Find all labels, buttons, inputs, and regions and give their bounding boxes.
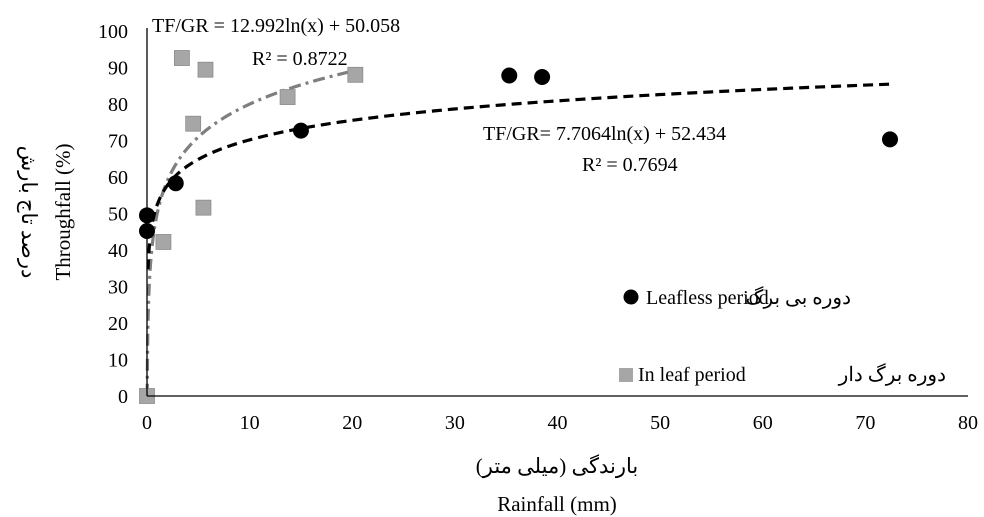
x-tick-label: 40 <box>548 412 568 434</box>
in-leaf-point <box>279 89 296 105</box>
leafless-point <box>534 68 551 85</box>
in-leaf-point <box>185 115 202 132</box>
y-tick-label: 10 <box>108 350 128 372</box>
leafless-point <box>882 131 899 148</box>
leafless-trendline <box>146 82 891 270</box>
in-leaf-r2: R² = 0.8722 <box>252 48 348 70</box>
y-axis-title-fa: درصد تاج بارش <box>16 146 41 279</box>
x-tick-label: 60 <box>753 412 773 434</box>
in-leaf-point <box>195 199 212 216</box>
y-tick-label: 100 <box>98 21 128 43</box>
in-leaf-trendline <box>145 68 356 396</box>
leafless-equation: TF/GR= 7.7064ln(x) + 52.434 <box>483 123 726 145</box>
in-leaf-point <box>197 61 214 78</box>
x-tick-label: 80 <box>958 412 978 434</box>
leafless-r2: R² = 0.7694 <box>582 154 678 176</box>
x-tick-labels: 0 10 20 30 40 50 60 70 80 <box>142 412 978 434</box>
y-tick-labels: 0 10 20 30 40 50 60 70 80 90 100 <box>98 21 128 408</box>
legend-in-leaf-marker <box>619 368 633 382</box>
y-tick-label: 0 <box>118 386 128 408</box>
x-axis-title-fa: بارندگی (میلی متر) <box>476 454 638 479</box>
y-tick-label: 90 <box>108 58 128 80</box>
in-leaf-point <box>347 66 364 83</box>
y-tick-label: 80 <box>108 94 128 116</box>
legend-in-leaf-label-en: In leaf period <box>638 364 746 386</box>
legend-in-leaf-label-fa: دوره برگ دار <box>838 363 946 386</box>
leafless-point <box>501 67 518 84</box>
in-leaf-equation: TF/GR = 12.992ln(x) + 50.058 <box>152 15 400 37</box>
x-tick-label: 10 <box>240 412 260 434</box>
y-tick-label: 20 <box>108 313 128 335</box>
x-tick-label: 30 <box>445 412 465 434</box>
y-tick-label: 40 <box>108 240 128 262</box>
y-tick-label: 70 <box>108 131 128 153</box>
leafless-point <box>292 122 309 139</box>
y-tick-label: 30 <box>108 277 128 299</box>
data-markers <box>139 50 899 404</box>
in-leaf-point <box>173 50 190 66</box>
y-tick-label: 60 <box>108 167 128 189</box>
x-tick-label: 20 <box>342 412 362 434</box>
x-tick-label: 0 <box>142 412 152 434</box>
legend-leafless-marker <box>623 289 639 305</box>
y-tick-label: 50 <box>108 204 128 226</box>
leafless-point <box>167 175 184 192</box>
legend: Leafless period دوره بی برگ In leaf peri… <box>619 286 946 386</box>
x-tick-label: 50 <box>650 412 670 434</box>
x-tick-label: 70 <box>855 412 875 434</box>
in-leaf-point <box>155 234 172 250</box>
legend-leafless-label-fa: دوره بی برگ <box>746 286 851 309</box>
y-axis-title-en: Throughfall (%) <box>51 143 75 280</box>
legend-leafless-label-en: Leafless period <box>646 287 769 309</box>
x-axis-title-en: Rainfall (mm) <box>497 492 617 516</box>
